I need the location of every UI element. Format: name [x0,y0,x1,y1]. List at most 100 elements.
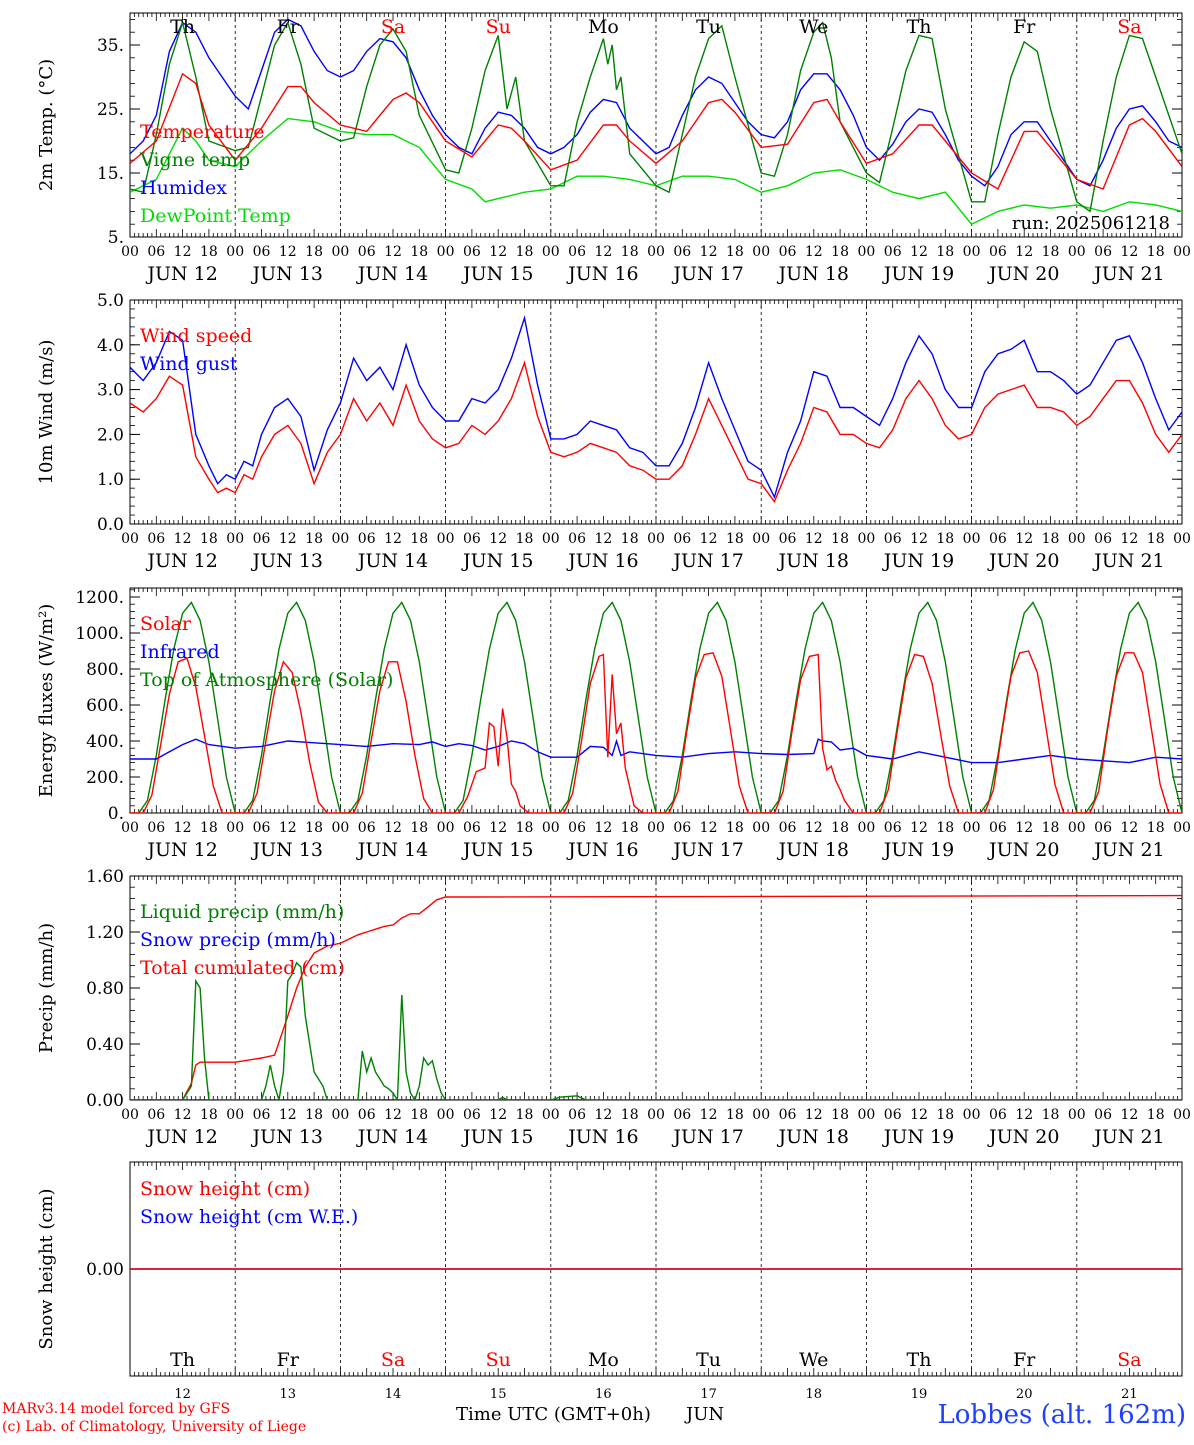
hour-label: 12 [700,244,718,260]
hour-label: 00 [121,1107,139,1123]
y-tick-label: 400. [86,732,124,752]
hour-label: 06 [1094,1107,1112,1123]
date-label: JUN 16 [566,839,638,861]
date-label: JUN 17 [671,839,743,861]
weekday-label: Tu [696,1349,721,1371]
date-label: JUN 17 [671,550,743,572]
hour-label: 00 [752,531,770,547]
hour-label: 06 [253,244,271,260]
date-label: JUN 20 [987,263,1059,285]
hour-label: 00 [542,1107,560,1123]
hour-label: 00 [752,820,770,836]
date-label: JUN 19 [882,1126,954,1148]
day-number-label: 12 [174,1387,191,1402]
hour-label: 06 [779,820,797,836]
series-line-wind-gust [130,315,1182,500]
hour-label: 06 [989,244,1007,260]
hour-label: 18 [410,531,428,547]
hour-label: 18 [516,820,534,836]
hour-label: 00 [437,244,455,260]
hour-label: 06 [463,820,481,836]
hour-label: 18 [936,244,954,260]
hour-label: 18 [831,1107,849,1123]
hour-label: 00 [331,820,349,836]
hour-label: 18 [936,820,954,836]
date-label: JUN 20 [987,1126,1059,1148]
legend-entry: Vigne temp [139,149,250,171]
hour-label: 18 [621,1107,639,1123]
series-line-infrared [130,738,1182,764]
hour-label: 18 [200,531,218,547]
date-label: JUN 21 [1092,839,1164,861]
date-label: JUN 17 [671,263,743,285]
hour-label: 06 [358,244,376,260]
hour-label: 00 [331,1107,349,1123]
day-number-label: 19 [911,1387,928,1402]
hour-label: 06 [1094,531,1112,547]
y-tick-label: 200. [86,768,124,788]
legend-entry: Temperature [140,121,264,143]
date-label: JUN 18 [777,839,849,861]
hour-label: 06 [673,1107,691,1123]
y-tick-label: 15. [97,164,124,184]
legend-entry: DewPoint Temp [140,205,291,227]
y-tick-label: 3.0 [97,381,124,401]
hour-label: 06 [463,531,481,547]
hour-label: 06 [358,1107,376,1123]
hour-label: 18 [621,531,639,547]
weekday-label: Th [907,1349,932,1371]
hour-label: 06 [253,820,271,836]
hour-label: 18 [1147,1107,1165,1123]
hour-label: 12 [489,531,507,547]
date-label: JUN 15 [461,263,533,285]
hour-label: 06 [884,1107,902,1123]
hour-label: 18 [516,1107,534,1123]
x-minor-ticks [129,876,1183,1100]
legend-entry: Snow precip (mm/h) [140,929,336,951]
hour-label: 06 [568,244,586,260]
y-tick-label: 0.80 [86,979,124,999]
date-label: JUN 19 [882,263,954,285]
hour-label: 00 [1068,531,1086,547]
hour-label: 00 [1068,244,1086,260]
hour-label: 18 [726,531,744,547]
series-line-total-cumulated-cm- [130,894,1182,1100]
hour-label: 12 [1015,820,1033,836]
hour-label: 18 [1147,531,1165,547]
hour-label: 12 [174,531,192,547]
hour-label: 12 [174,820,192,836]
y-tick-label: 0. [108,804,124,824]
hour-label: 06 [147,531,165,547]
hour-label: 18 [410,244,428,260]
y-tick-label: 2.0 [97,425,124,445]
hour-label: 06 [147,244,165,260]
date-label: JUN 19 [882,550,954,572]
y-axis-label: 2m Temp. (°C) [36,59,57,191]
hour-label: 06 [147,1107,165,1123]
hour-label: 06 [673,244,691,260]
hour-label: 06 [568,531,586,547]
hour-label: 18 [726,244,744,260]
weekday-label: Fr [277,16,300,38]
hour-label: 18 [831,531,849,547]
date-label: JUN 12 [145,839,217,861]
hour-label: 06 [463,244,481,260]
hour-label: 06 [253,531,271,547]
y-tick-label: 800. [86,660,124,680]
hour-label: 18 [936,1107,954,1123]
y-tick-label: 0.00 [86,1091,124,1111]
hour-label: 18 [305,244,323,260]
hour-label: 18 [516,244,534,260]
weekday-label: Th [170,1349,195,1371]
hour-label: 18 [726,1107,744,1123]
hour-label: 12 [279,531,297,547]
model-credit: MARv3.14 model forced by GFS [2,1401,231,1417]
y-tick-label: 1000. [75,624,124,644]
weekday-label: Th [170,16,195,38]
hour-label: 12 [174,244,192,260]
weekday-label: Sa [1117,1349,1141,1371]
hour-label: 12 [594,531,612,547]
hour-label: 18 [936,531,954,547]
hour-label: 12 [384,244,402,260]
hour-label: 18 [1042,1107,1060,1123]
